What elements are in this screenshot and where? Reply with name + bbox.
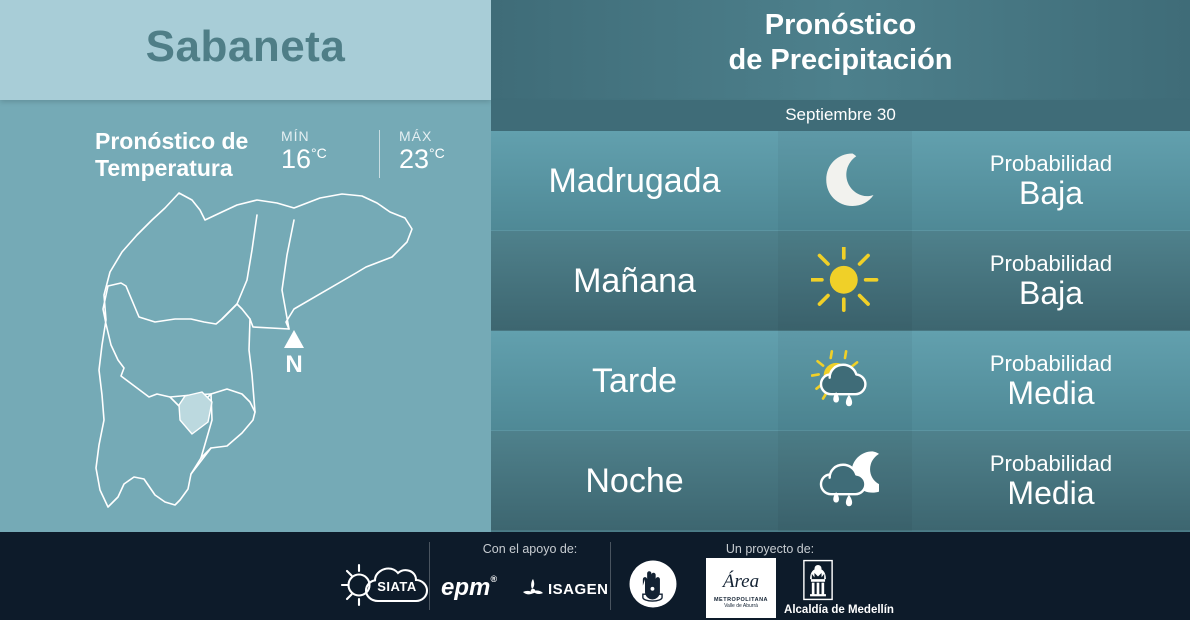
svg-text:N: N (285, 351, 302, 376)
svg-text:SIATA: SIATA (377, 579, 417, 594)
svg-text:Área: Área (721, 570, 759, 592)
